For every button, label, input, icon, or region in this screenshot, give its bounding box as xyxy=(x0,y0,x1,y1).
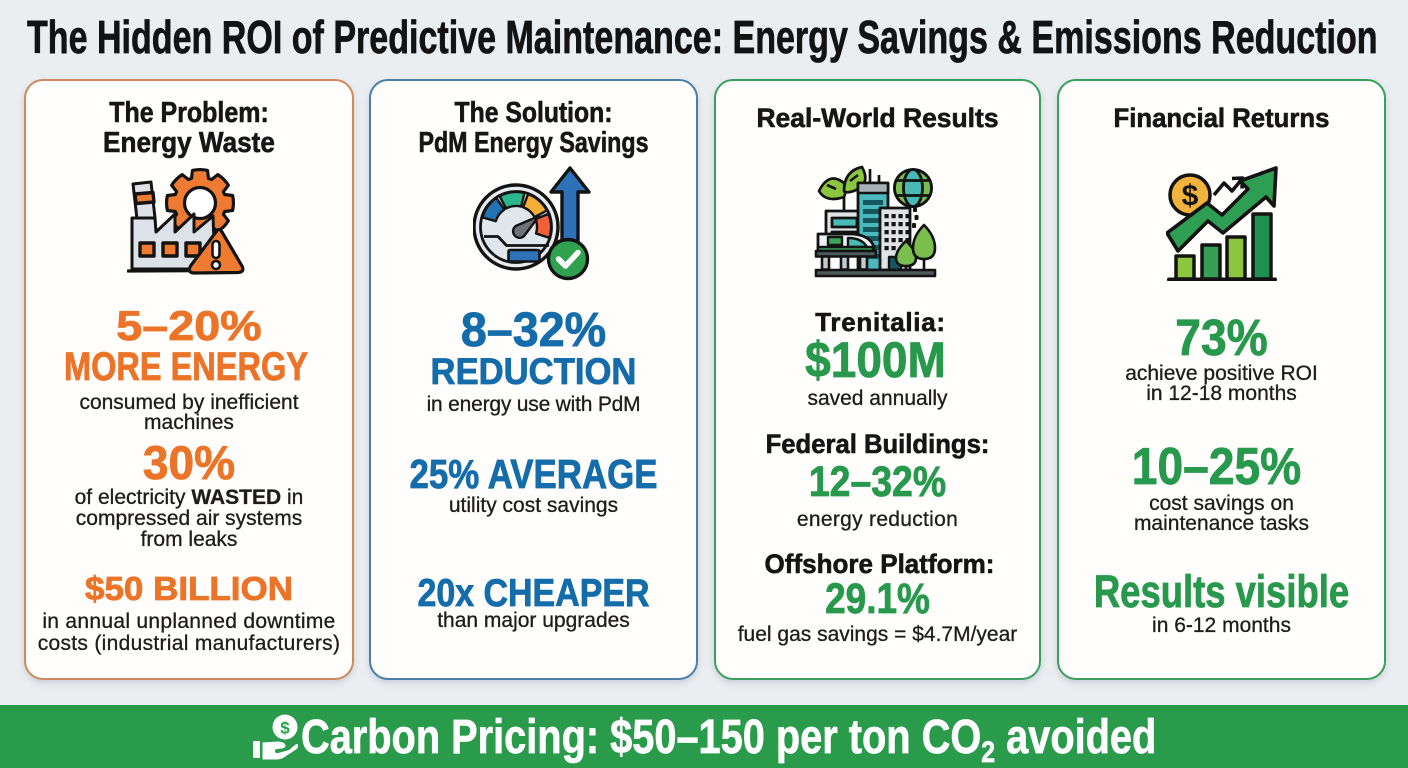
svg-text:$: $ xyxy=(1181,180,1198,213)
svg-text:$: $ xyxy=(280,718,290,737)
